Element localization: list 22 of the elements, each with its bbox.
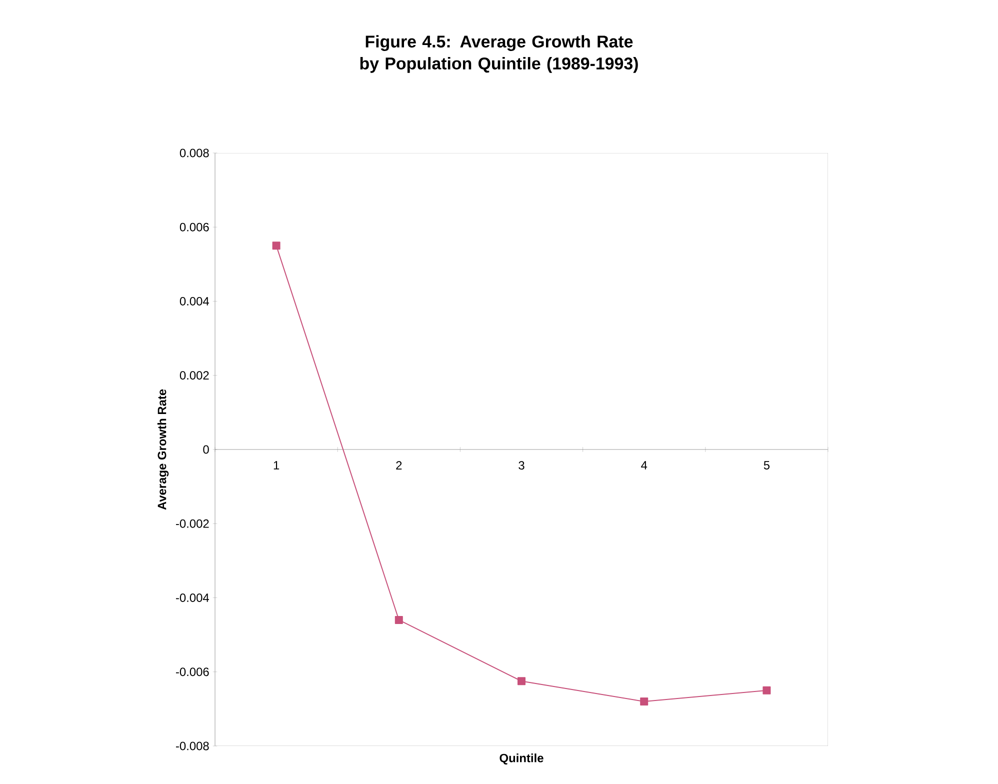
x-tick-label: 1: [274, 461, 280, 470]
y-tick-label: 0.004: [180, 297, 210, 306]
y-tick-label: -0.008: [176, 742, 209, 750]
point: [518, 677, 526, 686]
y-tick-label: -0.004: [176, 594, 210, 602]
point: [272, 242, 280, 250]
y-tick-label: 0.002: [180, 371, 209, 380]
y-tick-label: 0.006: [180, 222, 209, 232]
point: [394, 616, 403, 624]
x-axis-title: Quintile: [500, 754, 544, 765]
y-tick-label: 0: [203, 445, 209, 454]
x-tick-label: 5: [764, 461, 770, 470]
y-tick-label: 0.008: [180, 148, 209, 158]
y-tick-label: -0.006: [176, 668, 209, 676]
y-tick-label: -0.002: [176, 519, 209, 528]
point: [762, 686, 771, 694]
point: [640, 698, 648, 706]
chart-title: Figure 4.5: Average Growth Rate by Population Quintile (1989-1993): [360, 35, 638, 73]
x-tick-label: 4: [641, 461, 648, 470]
x-tick-label: 3: [518, 461, 524, 470]
y-axis-title: Average Growth Rate: [157, 389, 169, 510]
x-tick-label: 2: [396, 461, 402, 470]
